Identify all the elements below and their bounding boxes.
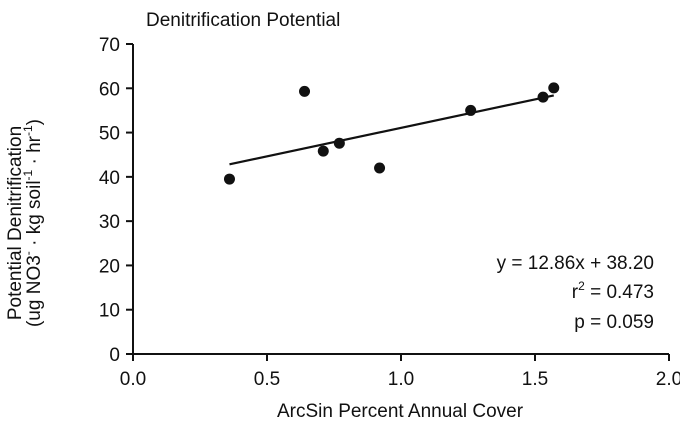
chart-title: Denitrification Potential (146, 10, 341, 31)
x-tick-label: 2.0 (656, 369, 680, 390)
plot-area: 0 10 20 30 40 50 60 70 0.0 0.5 1.0 1.5 2.0 (99, 35, 680, 390)
x-tick-label: 0.0 (120, 369, 146, 390)
data-point (333, 137, 345, 149)
y-label-sup-b: -1 (21, 169, 35, 181)
y-label-sup-c: -1 (21, 125, 35, 136)
regression-line (229, 94, 554, 166)
y-tick-label: 10 (99, 301, 120, 322)
y-tick-label: 60 (99, 79, 120, 100)
r2-value: = 0.473 (584, 282, 654, 303)
data-point (223, 173, 235, 185)
data-point (548, 82, 560, 94)
r-squared: r2 = 0.473 (571, 279, 654, 304)
y-label-suffix: ) (24, 118, 45, 126)
x-tick-label: 1.0 (388, 369, 414, 390)
y-tick-label: 40 (99, 168, 120, 189)
y-tick-label: 70 (99, 35, 120, 56)
x-tick-label: 0.5 (254, 369, 280, 390)
y-axis-label-line2: (ug NO3- · kg soil-1 · hr-1) (21, 93, 46, 353)
y-label-sub: 3 (24, 255, 45, 266)
r2-prefix: r (571, 282, 579, 303)
y-tick-label: 20 (99, 256, 120, 277)
y-tick-label: 0 (109, 345, 120, 366)
r2-sup: 2 (578, 279, 585, 293)
y-label-mid: · kg soil (24, 180, 45, 252)
y-tick-label: 30 (99, 212, 120, 233)
y-label-prefix: (ug NO (24, 265, 45, 328)
regression-equation: y = 12.86x + 38.20 (496, 253, 654, 274)
x-tick-label: 1.5 (522, 369, 548, 390)
p-value: p = 0.059 (574, 312, 654, 333)
data-point (299, 85, 311, 97)
x-axis-label: ArcSin Percent Annual Cover (276, 401, 524, 422)
y-tick-label: 50 (99, 124, 120, 145)
data-point (317, 145, 329, 157)
data-point (465, 104, 477, 116)
y-label-mid2: · hr (24, 135, 45, 170)
data-point (537, 91, 549, 103)
y-label-sup-a: - (21, 251, 35, 256)
data-point (374, 162, 386, 174)
